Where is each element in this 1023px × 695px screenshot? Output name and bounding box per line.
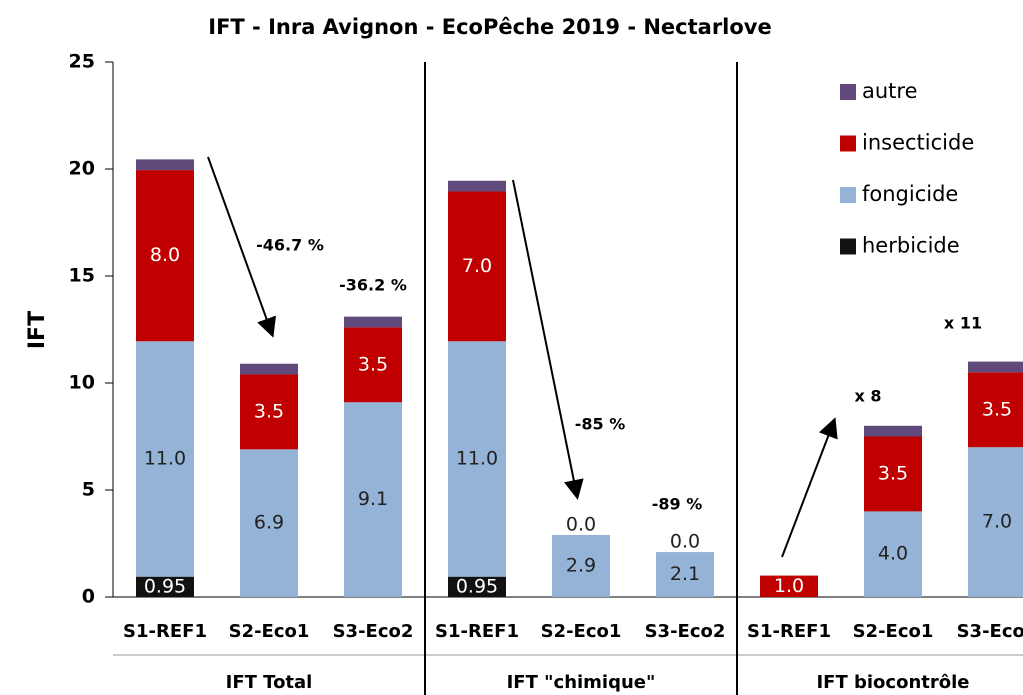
data-label: 6.9 (254, 512, 284, 534)
annotation: -46.7 % (256, 236, 324, 255)
legend-swatch (840, 84, 856, 100)
bar-segment (240, 374, 298, 450)
bar-segment (968, 447, 1023, 597)
x-tick-label: S2-Eco1 (853, 621, 934, 642)
data-label: 7.0 (462, 255, 492, 277)
data-label: 4.0 (878, 543, 908, 565)
x-tick-label: S1-REF1 (123, 621, 207, 642)
bar-segment (448, 180, 506, 192)
group-label: IFT Total (226, 672, 313, 693)
annotation: x 11 (944, 314, 982, 333)
y-tick-label: 0 (82, 586, 95, 608)
y-tick-label: 5 (82, 479, 95, 501)
bar-segment (864, 436, 922, 512)
bar-segment (552, 534, 610, 597)
legend-swatch (840, 135, 856, 152)
bar-segment (136, 341, 194, 577)
data-label: 2.1 (670, 563, 700, 585)
annotation: -89 % (652, 495, 703, 514)
annotation: x 8 (854, 387, 881, 406)
bar-segment (448, 341, 506, 577)
data-label: 1.0 (774, 575, 804, 597)
data-label: 3.5 (982, 398, 1012, 420)
arrow (781, 417, 838, 558)
annotation: -36.2 % (339, 276, 407, 295)
bar-segment (656, 552, 714, 597)
data-label: 3.5 (254, 400, 284, 422)
y-tick-label: 20 (69, 158, 95, 180)
bar-segment (344, 327, 402, 403)
legend-label: autre (862, 79, 918, 103)
data-label: 0.0 (670, 531, 700, 553)
data-label: 3.5 (878, 462, 908, 484)
x-tick-label: S2-Eco1 (541, 621, 622, 642)
chart-title: IFT - Inra Avignon - EcoPêche 2019 - Nec… (208, 15, 772, 39)
data-label: 0.95 (144, 575, 186, 597)
bar-segment (136, 576, 194, 597)
x-tick-label: S3-Eco2 (645, 621, 726, 642)
bar-segment (344, 402, 402, 597)
data-label: 11.0 (456, 447, 498, 469)
legend-swatch (840, 187, 856, 203)
bar-segment (136, 159, 194, 171)
bar-segment (760, 575, 818, 597)
bar-segment (864, 511, 922, 597)
data-label: 3.5 (358, 353, 388, 375)
bar-segment (968, 372, 1023, 448)
legend-label: insecticide (862, 131, 974, 155)
y-tick-label: 25 (69, 51, 95, 73)
arrow (512, 179, 584, 500)
legend-label: fongicide (862, 182, 958, 206)
y-tick-label: 15 (69, 265, 95, 287)
data-label: 0.95 (456, 575, 498, 597)
data-label: 8.0 (150, 244, 180, 266)
data-label: 0.0 (566, 513, 596, 535)
bar-segment (864, 425, 922, 437)
data-label: 9.1 (358, 488, 388, 510)
y-axis-label: IFT (25, 311, 50, 349)
bar-segment (240, 449, 298, 597)
bar-segment (968, 361, 1023, 373)
data-label: 2.9 (566, 554, 596, 576)
data-label: 7.0 (982, 511, 1012, 533)
group-label: IFT "chimique" (507, 672, 656, 693)
bar-segment (136, 170, 194, 342)
annotation: -85 % (575, 415, 626, 434)
bar-segment (344, 316, 402, 328)
data-label: 11.0 (144, 447, 186, 469)
x-tick-label: S2-Eco1 (229, 621, 310, 642)
x-tick-label: S3-Eco2 (333, 621, 414, 642)
bar-segment (240, 363, 298, 375)
legend-label: herbicide (862, 234, 960, 258)
x-tick-label: S1-REF1 (435, 621, 519, 642)
x-tick-label: S3-Eco2 (957, 621, 1023, 642)
legend-swatch (840, 238, 856, 255)
arrow (207, 156, 276, 338)
y-tick-label: 10 (69, 372, 95, 394)
group-label: IFT biocontrôle (816, 672, 969, 693)
bar-segment (448, 576, 506, 597)
x-tick-label: S1-REF1 (747, 621, 831, 642)
bar-segment (448, 191, 506, 342)
